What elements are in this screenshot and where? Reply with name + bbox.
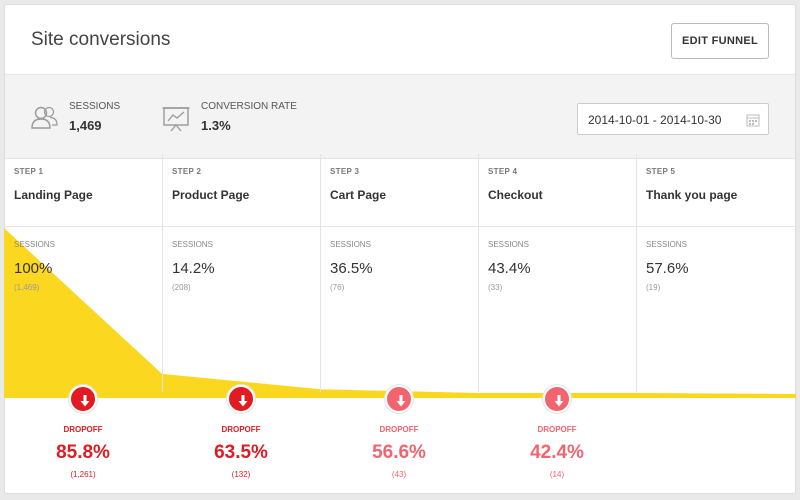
step-name: Product Page	[172, 188, 250, 202]
arrow-down-icon[interactable]	[227, 385, 255, 413]
step-number: STEP 5	[646, 167, 676, 176]
conversion-rate-label: CONVERSION RATE	[201, 101, 297, 112]
sessions-stat: SESSIONS 1,469	[29, 101, 159, 135]
sessions-percent: 36.5%	[330, 260, 373, 277]
card-header: Site conversions EDIT FUNNEL	[5, 5, 795, 75]
arrow-down-icon[interactable]	[69, 385, 97, 413]
step-number: STEP 4	[488, 167, 518, 176]
dropoff-label: DROPOFF	[537, 425, 577, 434]
dropoff-count: (43)	[391, 470, 407, 479]
step-number: STEP 3	[330, 167, 360, 176]
dropoff-label: DROPOFF	[379, 425, 419, 434]
column-divider	[636, 154, 637, 392]
arrow-down-icon[interactable]	[385, 385, 413, 413]
sessions-count: (33)	[488, 283, 503, 292]
sessions-label: SESSIONS	[69, 101, 121, 112]
step-header-divider	[4, 226, 796, 227]
funnel-step-4: STEP 4 Checkout SESSIONS 43.4% (33)	[478, 154, 636, 392]
step-name: Cart Page	[330, 188, 387, 202]
dropoff-label: DROPOFF	[63, 425, 103, 434]
sessions-count: (76)	[330, 283, 345, 292]
arrow-down-icon[interactable]	[543, 385, 571, 413]
dropoff-count: (132)	[231, 470, 251, 479]
sessions-label: SESSIONS	[488, 240, 529, 249]
sessions-label: SESSIONS	[172, 240, 213, 249]
sessions-label: SESSIONS	[14, 240, 55, 249]
sessions-count: (208)	[172, 283, 191, 292]
funnel-step-3: STEP 3 Cart Page SESSIONS 36.5% (76)	[320, 154, 478, 392]
date-range-value: 2014-10-01 - 2014-10-30	[588, 113, 722, 127]
column-divider	[478, 154, 479, 392]
step-number: STEP 1	[14, 167, 44, 176]
dropoff-2: DROPOFF 63.5% (132)	[201, 385, 281, 486]
sessions-percent: 100%	[14, 260, 53, 277]
dropoff-1: DROPOFF 85.8% (1,261)	[43, 385, 123, 486]
funnel-step-1: STEP 1 Landing Page SESSIONS 100% (1,469)	[4, 154, 162, 392]
dropoff-percent: 85.8%	[56, 442, 110, 463]
dropoff-3: DROPOFF 56.6% (43)	[359, 385, 439, 486]
dropoff-count: (14)	[549, 470, 565, 479]
sessions-value: 1,469	[69, 118, 102, 133]
dropoff-percent: 56.6%	[372, 442, 426, 463]
calendar-icon[interactable]	[746, 113, 760, 127]
sessions-count: (19)	[646, 283, 661, 292]
dropoff-label: DROPOFF	[221, 425, 261, 434]
sessions-percent: 57.6%	[646, 260, 689, 277]
funnel-step-5: STEP 5 Thank you page SESSIONS 57.6% (19)	[636, 154, 794, 392]
column-divider	[162, 154, 163, 392]
step-name: Landing Page	[14, 188, 93, 202]
edit-funnel-button[interactable]: EDIT FUNNEL	[671, 23, 769, 59]
presentation-chart-icon	[162, 107, 190, 132]
conversion-rate-value: 1.3%	[201, 118, 231, 133]
sessions-count: (1,469)	[14, 283, 40, 292]
step-number: STEP 2	[172, 167, 202, 176]
dropoff-4: DROPOFF 42.4% (14)	[517, 385, 597, 486]
step-name: Thank you page	[646, 188, 738, 202]
users-icon	[31, 106, 58, 129]
sessions-percent: 14.2%	[172, 260, 215, 277]
date-range-picker[interactable]: 2014-10-01 - 2014-10-30	[577, 103, 769, 135]
dropoff-percent: 63.5%	[214, 442, 268, 463]
step-name: Checkout	[488, 188, 543, 202]
dropoff-percent: 42.4%	[530, 442, 584, 463]
funnel-step-2: STEP 2 Product Page SESSIONS 14.2% (208)	[162, 154, 320, 392]
sessions-label: SESSIONS	[330, 240, 371, 249]
sessions-percent: 43.4%	[488, 260, 531, 277]
conversion-rate-stat: CONVERSION RATE 1.3%	[161, 101, 331, 135]
sessions-label: SESSIONS	[646, 240, 687, 249]
column-divider	[320, 154, 321, 392]
summary-bar: SESSIONS 1,469 CONVERSION RATE 1.3% 2014…	[5, 75, 795, 159]
page-title: Site conversions	[31, 29, 171, 50]
dropoff-count: (1,261)	[70, 470, 96, 479]
